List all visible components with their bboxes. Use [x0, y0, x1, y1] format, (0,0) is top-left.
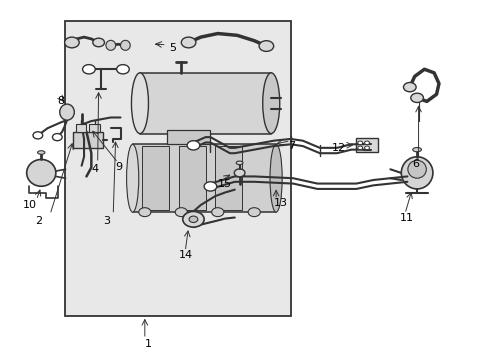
Circle shape: [82, 64, 95, 74]
Text: 5: 5: [169, 43, 176, 53]
Text: 6: 6: [411, 159, 418, 169]
Ellipse shape: [38, 151, 45, 154]
Circle shape: [364, 146, 369, 150]
Circle shape: [64, 37, 79, 48]
Bar: [215, 146, 242, 210]
Bar: [179, 146, 205, 210]
Bar: [166, 130, 210, 144]
Text: 11: 11: [399, 212, 413, 222]
Circle shape: [183, 211, 203, 227]
Circle shape: [203, 182, 216, 191]
Text: 9: 9: [116, 162, 122, 172]
Bar: [73, 132, 102, 148]
Ellipse shape: [139, 208, 151, 217]
Text: 4: 4: [91, 164, 98, 174]
Ellipse shape: [175, 208, 187, 217]
Ellipse shape: [269, 144, 282, 212]
Text: 3: 3: [103, 216, 110, 226]
Circle shape: [181, 37, 196, 48]
Ellipse shape: [247, 208, 260, 217]
Text: 10: 10: [23, 200, 37, 210]
Ellipse shape: [27, 159, 56, 186]
Circle shape: [259, 41, 273, 51]
Text: 13: 13: [273, 198, 287, 208]
Circle shape: [403, 82, 415, 92]
Text: 8: 8: [57, 96, 64, 107]
Ellipse shape: [131, 73, 148, 134]
Circle shape: [52, 134, 62, 141]
Ellipse shape: [126, 144, 139, 212]
Bar: [142, 146, 169, 210]
Text: 7: 7: [287, 141, 295, 151]
Bar: [89, 124, 100, 132]
Text: 1: 1: [144, 339, 151, 349]
Circle shape: [410, 93, 423, 103]
Ellipse shape: [407, 160, 426, 178]
Bar: [132, 144, 276, 212]
Circle shape: [357, 141, 362, 145]
Text: 12: 12: [331, 143, 346, 153]
Ellipse shape: [412, 148, 421, 152]
Ellipse shape: [262, 73, 279, 134]
Ellipse shape: [60, 104, 74, 120]
Circle shape: [93, 38, 104, 47]
Ellipse shape: [120, 40, 130, 50]
Circle shape: [364, 141, 369, 145]
Ellipse shape: [236, 161, 243, 165]
Circle shape: [116, 64, 129, 74]
Bar: [76, 124, 86, 132]
Text: 14: 14: [179, 250, 193, 260]
Circle shape: [187, 141, 200, 150]
Ellipse shape: [401, 157, 432, 189]
Circle shape: [33, 132, 42, 139]
Bar: [64, 21, 290, 316]
Bar: [140, 73, 271, 134]
Ellipse shape: [234, 169, 244, 177]
Text: 2: 2: [35, 216, 42, 226]
Ellipse shape: [211, 208, 224, 217]
Text: 15: 15: [217, 179, 231, 189]
Circle shape: [357, 146, 362, 150]
Ellipse shape: [106, 40, 116, 50]
Ellipse shape: [189, 216, 198, 222]
Bar: [356, 138, 377, 152]
